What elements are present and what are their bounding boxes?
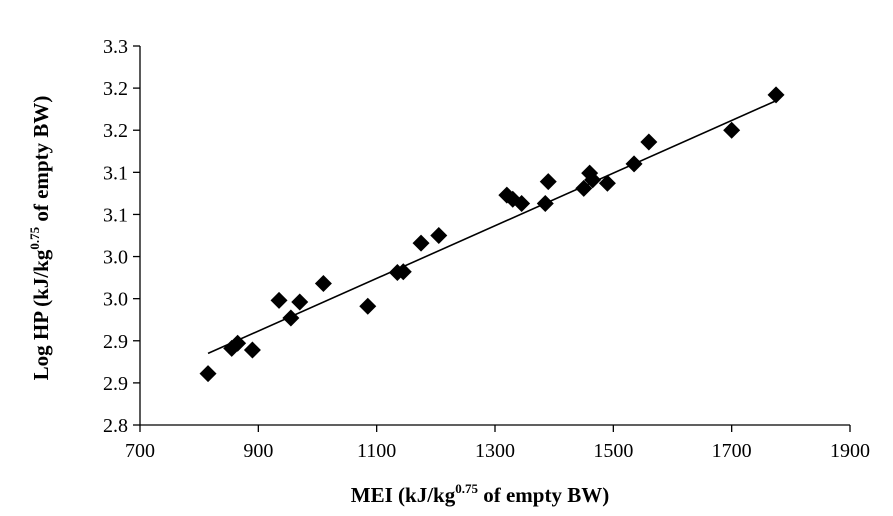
x-tick-label: 700 [125,440,155,462]
data-point [584,171,602,189]
x-tick-label: 1100 [357,440,396,462]
data-point [243,341,261,359]
x-axis-title: MEI (kJ/kg0.75 of empty BW) [351,481,609,507]
y-tick-label: 3.1 [103,204,128,226]
x-tick-labels: 700 900 1100 1300 1500 1700 1900 [125,440,870,462]
data-point [282,309,300,327]
data-point [598,174,616,192]
x-tick-label: 900 [243,440,273,462]
data-point [229,334,247,352]
y-tick-label: 3.2 [103,78,128,100]
y-tick-labels: 2.8 2.9 2.9 3.0 3.0 3.1 3.1 3.2 3.2 3.3 [103,36,128,437]
data-point [767,86,785,104]
data-point [539,173,557,191]
data-point [513,194,531,212]
axes [139,46,850,426]
y-tick-label: 3.2 [103,120,128,142]
y-axis-title: Log HP (kJ/kg0.75 of empty BW) [27,96,53,381]
data-points [199,86,785,383]
y-tick-label: 3.1 [103,162,128,184]
data-point [575,179,593,197]
x-tick-label: 1900 [830,440,870,462]
x-tick-label: 1700 [712,440,752,462]
y-tick-label: 2.8 [103,415,128,437]
y-tick-label: 3.3 [103,36,128,58]
data-point [723,121,741,139]
data-point [394,263,412,281]
data-point [199,365,217,383]
data-point [430,227,448,244]
data-point [640,133,658,151]
y-tick-label: 3.0 [103,247,128,269]
trendline-group [207,100,777,355]
trendline [207,100,777,355]
data-point [270,291,288,309]
data-point [412,234,430,252]
tick-marks [133,45,851,432]
y-tick-label: 2.9 [103,331,128,353]
data-point [291,293,309,311]
data-point [536,194,554,212]
data-point [359,297,377,315]
data-point [625,155,643,173]
x-tick-label: 1300 [475,440,515,462]
data-point [314,275,332,293]
y-tick-label: 2.9 [103,373,128,395]
x-tick-label: 1500 [593,440,633,462]
y-tick-label: 3.0 [103,289,128,311]
